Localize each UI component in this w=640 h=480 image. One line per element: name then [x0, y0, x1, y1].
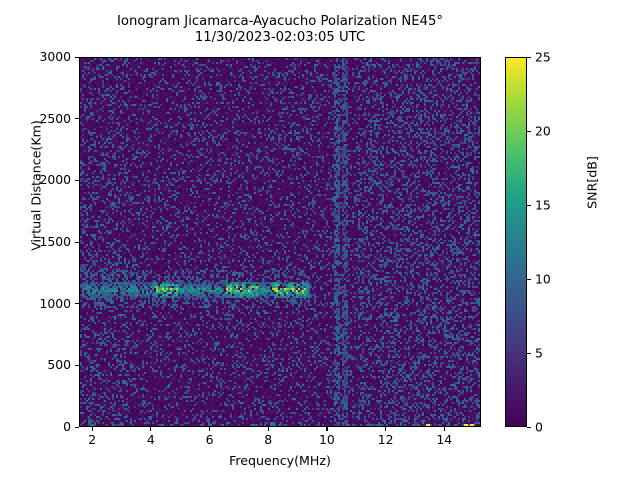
x-tick-label: 2 — [88, 432, 97, 447]
y-tick-mark — [75, 303, 79, 305]
colorbar-tick-label: 15 — [535, 197, 551, 213]
x-tick-mark — [385, 427, 387, 431]
y-tick-label: 1500 — [39, 234, 71, 249]
colorbar-tick-mark — [527, 426, 531, 428]
chart-title: Ionogram Jicamarca-Ayacucho Polarization… — [117, 14, 443, 29]
colorbar-label: SNR[dB] — [584, 156, 600, 209]
y-tick-mark — [75, 426, 79, 428]
colorbar-tick-label: 25 — [535, 49, 551, 65]
y-tick-label: 3000 — [39, 49, 71, 64]
colorbar-tick-mark — [527, 352, 531, 354]
colorbar-tick-mark — [527, 204, 531, 206]
y-tick-mark — [75, 118, 79, 120]
y-tick-label: 0 — [63, 419, 71, 434]
x-tick-mark — [91, 427, 93, 431]
y-tick-mark — [75, 56, 79, 58]
y-axis-label: Virtual Distance(Km) — [28, 120, 44, 251]
x-tick-label: 6 — [205, 432, 214, 447]
x-tick-mark — [150, 427, 152, 431]
colorbar-tick-mark — [527, 130, 531, 132]
colorbar-tick-mark — [527, 278, 531, 280]
x-tick-label: 10 — [319, 432, 335, 447]
y-tick-label: 1000 — [39, 295, 71, 311]
x-tick-label: 12 — [377, 432, 394, 447]
chart-title-block: Ionogram Jicamarca-Ayacucho Polarization… — [0, 14, 560, 45]
x-tick-mark — [443, 427, 445, 431]
colorbar-tick-mark — [527, 56, 531, 58]
y-tick-label: 2500 — [39, 110, 71, 126]
colorbar-tick-label: 20 — [535, 123, 551, 139]
ionogram-heatmap — [80, 58, 480, 426]
colorbar-gradient[interactable] — [505, 57, 527, 427]
y-tick-label: 500 — [47, 357, 71, 373]
y-tick-mark — [75, 364, 79, 366]
y-tick-mark — [75, 241, 79, 243]
x-tick-label: 8 — [264, 432, 273, 447]
x-tick-label: 14 — [436, 432, 453, 447]
x-tick-mark — [267, 427, 269, 431]
x-tick-mark — [326, 427, 328, 431]
plot-area[interactable] — [79, 57, 481, 427]
colorbar-tick-label: 5 — [535, 345, 543, 361]
x-axis-label: Frequency(MHz) — [229, 453, 331, 468]
x-tick-mark — [209, 427, 211, 431]
y-tick-mark — [75, 179, 79, 181]
colorbar-tick-label: 10 — [535, 271, 551, 287]
x-tick-label: 4 — [146, 432, 155, 447]
y-tick-label: 2000 — [39, 172, 71, 188]
colorbar-tick-label: 0 — [535, 419, 543, 435]
chart-subtitle: 11/30/2023-02:03:05 UTC — [194, 29, 366, 45]
